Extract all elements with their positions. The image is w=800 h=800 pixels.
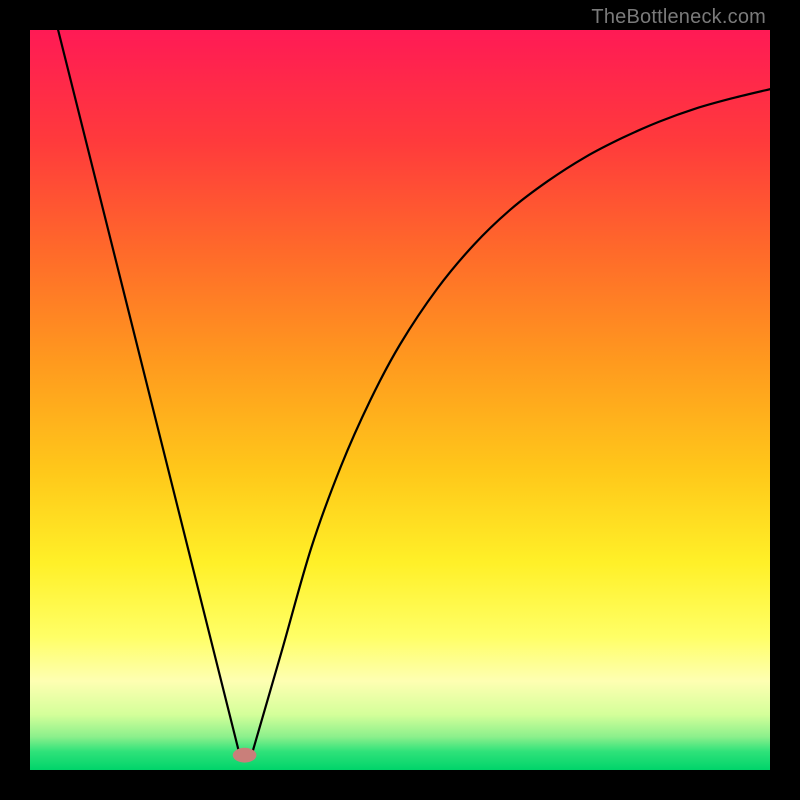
chart-svg	[30, 30, 770, 770]
outer-border	[0, 0, 800, 800]
watermark-text: TheBottleneck.com	[591, 6, 766, 29]
gradient-background	[30, 30, 770, 770]
minimum-marker	[233, 748, 257, 763]
plot-area	[30, 30, 770, 770]
